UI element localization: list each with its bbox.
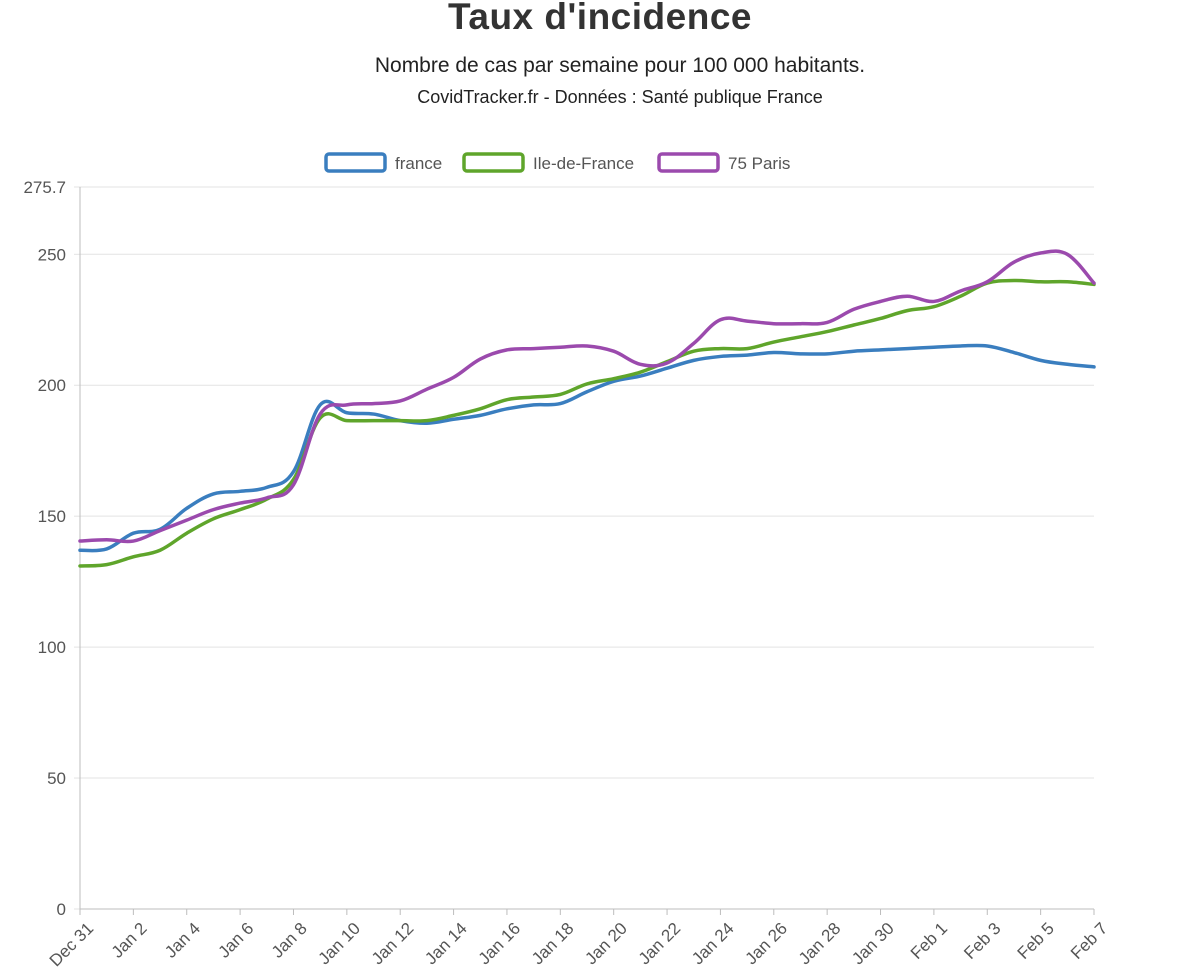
- chart-source: CovidTracker.fr - Données : Santé publiq…: [417, 87, 823, 107]
- x-tick-label: Feb 3: [960, 919, 1004, 963]
- x-tick-label: Jan 28: [795, 919, 845, 969]
- x-tick-label: Dec 31: [46, 919, 98, 971]
- y-tick-label: 275.7: [23, 178, 66, 197]
- grid-layer: [74, 186, 1094, 910]
- legend-label: france: [395, 154, 442, 173]
- x-tick-label: Jan 4: [161, 919, 204, 962]
- chart-title: Taux d'incidence: [448, 0, 752, 37]
- x-tick-label: Jan 20: [581, 919, 631, 969]
- y-tick-label: 50: [47, 769, 66, 788]
- legend-swatch: [657, 152, 720, 173]
- x-tick-label: Jan 8: [268, 919, 311, 962]
- x-tick-label: Jan 26: [742, 919, 792, 969]
- x-tick-label: Jan 12: [368, 919, 418, 969]
- x-tick-label: Jan 10: [315, 919, 365, 969]
- y-tick-label: 0: [57, 900, 66, 919]
- y-tick-label: 150: [38, 507, 66, 526]
- x-tick-label: Jan 14: [421, 919, 471, 969]
- x-tick-label: Jan 6: [215, 919, 258, 962]
- x-tick-label: Jan 18: [528, 919, 578, 969]
- series-layer: [78, 249, 1096, 568]
- paris-line: [78, 249, 1096, 544]
- x-tick-label: Jan 16: [475, 919, 525, 969]
- legend-label: Ile-de-France: [533, 154, 634, 173]
- x-tick-label: Feb 1: [907, 919, 951, 963]
- france-line: [78, 343, 1096, 553]
- legend-swatch: [462, 152, 525, 173]
- legend-france[interactable]: france: [324, 152, 442, 173]
- chart-subtitle: Nombre de cas par semaine pour 100 000 h…: [374, 54, 866, 77]
- x-tick-label: Jan 2: [108, 919, 151, 962]
- legend-ile-de-france[interactable]: Ile-de-France: [462, 152, 634, 173]
- legend-label: 75 Paris: [728, 154, 790, 173]
- y-tick-label: 100: [38, 638, 66, 657]
- legend-swatch: [324, 152, 387, 173]
- ile-de-france-line: [78, 278, 1096, 568]
- legend-75-paris[interactable]: 75 Paris: [657, 152, 790, 173]
- x-tick-label: Feb 7: [1067, 919, 1111, 963]
- x-tick-label: Jan 22: [635, 919, 685, 969]
- y-tick-label: 250: [38, 245, 66, 264]
- legend: france Ile-de-France 75 Paris: [324, 152, 790, 173]
- x-tick-label: Feb 5: [1014, 919, 1058, 963]
- x-tick-label: Jan 24: [688, 919, 738, 969]
- y-tick-label: 200: [38, 376, 66, 395]
- x-tick-label: Jan 30: [848, 919, 898, 969]
